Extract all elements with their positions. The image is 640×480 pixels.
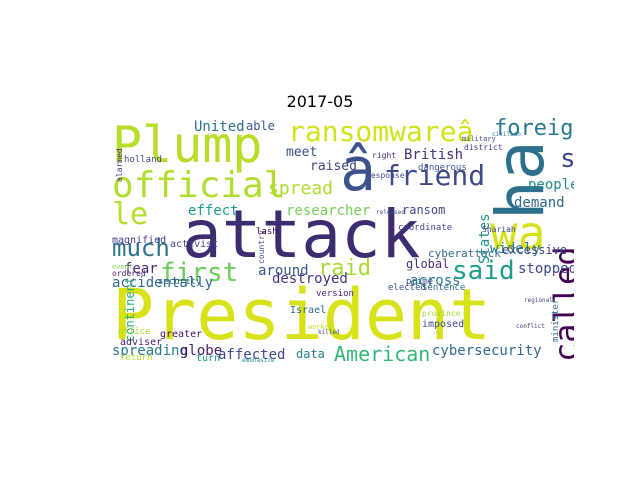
cloud-word: globe: [180, 343, 223, 359]
cloud-word: activist: [170, 239, 219, 250]
cloud-word: friend: [384, 159, 486, 192]
cloud-word: effect: [188, 203, 239, 219]
cloud-word: district: [464, 143, 503, 152]
chart-title: 2017-05: [286, 92, 354, 111]
cloud-word: across: [410, 273, 461, 289]
cloud-word: researcher: [286, 203, 371, 219]
cloud-word: civilian: [492, 131, 521, 138]
cloud-word: destroyed: [272, 271, 348, 287]
cloud-word: turn: [196, 353, 221, 363]
cloud-word: event: [112, 263, 134, 271]
cloud-word: cybersecurity: [432, 343, 542, 359]
cloud-word: greater: [160, 329, 203, 340]
cloud-word: emphasize: [242, 357, 275, 363]
cloud-word: around: [258, 263, 309, 279]
cloud-word: le: [112, 197, 149, 232]
cloud-word: holland: [124, 155, 162, 165]
cloud-word: stopped: [518, 261, 574, 277]
cloud-word: cyberattack: [428, 247, 501, 260]
cloud-word: ordered: [112, 269, 146, 278]
cloud-word: demand: [514, 195, 565, 211]
cloud-word: dangerous: [418, 163, 467, 173]
cloud-word: wa: [490, 206, 546, 260]
cloud-word: first: [160, 258, 239, 288]
cloud-word: United: [194, 119, 245, 135]
cloud-word: Plump: [112, 118, 263, 174]
cloud-word: adviser: [120, 337, 163, 348]
cloud-word: alarmed: [115, 148, 124, 182]
cloud-word: ransomwareâ: [288, 118, 474, 148]
cloud-word: ransom: [402, 203, 446, 217]
cloud-word: military: [462, 135, 496, 143]
cloud-word: worker: [308, 323, 334, 331]
cloud-word: elected: [388, 283, 426, 293]
cloud-word: released: [376, 209, 405, 216]
cloud-word: office: [118, 327, 151, 337]
word-cloud: President attack Plump official ha wa â ransomw…: [112, 118, 574, 362]
cloud-word: prime: [406, 277, 434, 287]
cloud-word: lash: [256, 227, 278, 237]
cloud-word: data: [296, 347, 325, 361]
cloud-word: much: [112, 234, 170, 262]
cloud-word: coordinate: [398, 223, 453, 233]
cloud-word: spread: [268, 178, 334, 199]
cloud-word: official: [112, 165, 286, 206]
cloud-word: s: [560, 144, 574, 174]
cloud-word: fear: [124, 261, 158, 277]
cloud-word: excessive: [502, 243, 568, 257]
cloud-word: magnified: [112, 235, 167, 246]
cloud-word: killed: [318, 329, 340, 336]
cloud-word: spreading: [112, 343, 188, 359]
cloud-word: â: [340, 135, 377, 205]
cloud-word: conflict: [516, 323, 545, 330]
cloud-word: able: [246, 119, 275, 133]
cloud-word: version: [316, 289, 354, 299]
cloud-word: sentence: [422, 283, 466, 293]
cloud-word: accidentally: [112, 275, 214, 291]
cloud-word: raid: [318, 256, 371, 281]
cloud-word: regional: [524, 297, 553, 304]
cloud-word: minister: [551, 298, 561, 342]
cloud-word: people: [528, 177, 574, 193]
cloud-word: global: [406, 257, 450, 271]
cloud-word: British: [404, 147, 464, 163]
cloud-word: Israel: [290, 305, 327, 316]
cloud-word: affected: [218, 347, 286, 362]
cloud-word: response: [366, 171, 405, 180]
cloud-word: return: [120, 353, 153, 363]
cloud-word: President: [112, 274, 492, 356]
cloud-word: province: [422, 309, 461, 318]
cloud-word: Shariah: [482, 225, 516, 234]
cloud-word: foreign: [494, 118, 574, 141]
cloud-word: attack: [182, 196, 421, 273]
cloud-word: American: [334, 342, 431, 362]
cloud-word: said: [452, 256, 515, 286]
cloud-word: widely: [490, 241, 541, 257]
cloud-word: meet: [286, 145, 318, 160]
cloud-word: raised: [310, 159, 357, 174]
cloud-word: right: [372, 151, 397, 160]
cloud-word: security: [158, 277, 202, 287]
cloud-word: imposed: [422, 319, 465, 330]
